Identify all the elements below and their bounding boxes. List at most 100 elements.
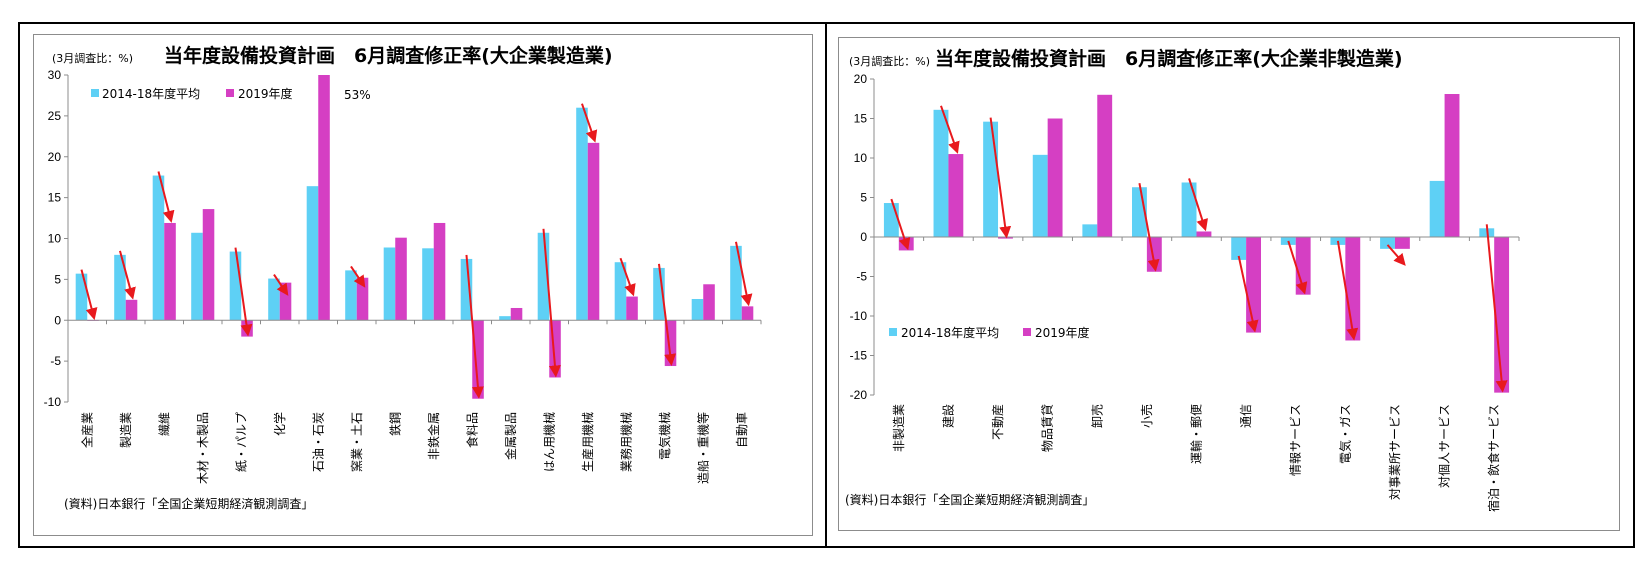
- decline-arrow-10: [1386, 244, 1406, 266]
- y-tick-label: 5: [54, 272, 61, 286]
- x-category-label: 全産業: [79, 412, 94, 448]
- x-category-label: 金属製品: [503, 412, 518, 460]
- chart-nonmanufacturing: (3月調査比：%) 当年度設備投資計画 6月調査修正率(大企業非製造業) 201…: [845, 47, 1520, 512]
- x-category-label: 製造業: [119, 412, 133, 448]
- x-category-label: 卸売: [1089, 404, 1104, 428]
- bar-2019-14: [626, 296, 638, 321]
- x-category-label: 宿泊・飲食サービス: [1486, 404, 1501, 512]
- decline-arrow-12: [542, 228, 561, 378]
- x-category-label: 業務用機械: [618, 412, 633, 472]
- x-category-label: 対事業所サービス: [1388, 404, 1402, 500]
- x-category-label: 窯業・土石: [349, 412, 364, 472]
- bar-2019-9: [1345, 237, 1361, 341]
- decline-arrow-8: [1287, 240, 1308, 295]
- x-category-label: 運輸・郵便: [1189, 404, 1204, 464]
- x-category-label: 非製造業: [892, 404, 906, 452]
- bar-avg-7: [345, 270, 357, 321]
- decline-arrow-7: [1237, 255, 1259, 333]
- x-category-label: 造船・重機等: [695, 412, 710, 484]
- unit-label: (3月調査比：%): [52, 51, 133, 65]
- bar-avg-17: [730, 245, 742, 321]
- bar-2019-17: [741, 306, 754, 321]
- decline-arrow-5: [273, 273, 289, 296]
- y-tick-label: 10: [48, 232, 62, 246]
- x-category-label: 建設: [940, 404, 955, 428]
- bar-2019-6: [1196, 231, 1212, 237]
- bar-avg-11: [1429, 180, 1445, 237]
- bar-avg-15: [653, 267, 665, 321]
- plot-area: 20 15 10 5 0 -5 -10 -15 -20 非製造業 建設 不動産 物品賃貸 卸売 小売 運輸・郵…: [850, 72, 1520, 512]
- bar-2019-11: [510, 307, 523, 321]
- y-tick-label: 20: [48, 150, 62, 164]
- bar-2019-4: [1097, 94, 1113, 237]
- decline-arrow-15: [657, 263, 677, 366]
- decline-arrow-7: [350, 265, 366, 288]
- bar-avg-10: [460, 258, 473, 321]
- bar-avg-2: [983, 121, 999, 237]
- bar-2019-12: [1494, 237, 1510, 393]
- y-tick-label: -10: [850, 309, 868, 323]
- x-category-label: 非鉄金属: [426, 412, 441, 460]
- x-category-label: 対個人サービス: [1438, 404, 1452, 488]
- legend-swatch-avg: [889, 328, 897, 336]
- decline-arrow-9: [1336, 240, 1359, 341]
- y-tick-label: -5: [50, 354, 61, 368]
- bar-2019-3: [1047, 118, 1063, 237]
- y-tick-label: 10: [854, 151, 868, 165]
- decline-arrow-2: [989, 117, 1012, 239]
- decline-arrow-0: [890, 198, 911, 251]
- decline-arrow-14: [619, 257, 636, 297]
- bar-avg-1: [933, 109, 949, 237]
- y-tick-label: 25: [48, 109, 62, 123]
- chart-manufacturing: (3月調査比：%) 当年度設備投資計画 6月調査修正率(大企業製造業) 2014…: [44, 44, 762, 511]
- x-category-label: 石油・石炭: [311, 412, 325, 472]
- bar-2019-8: [1295, 237, 1311, 295]
- bar-2019-6: [318, 75, 330, 321]
- bar-2019-7: [356, 277, 369, 321]
- bar-2019-9: [433, 222, 446, 321]
- plot-area: 30 25 20 15 10 5 0 -5 -10 全産業 製造業 繊維 木材・木製品 紙・パルプ 化学 石油…: [44, 68, 762, 484]
- bar-2019-5: [279, 282, 292, 321]
- decline-arrow-6: [1188, 178, 1208, 232]
- bar-avg-1: [114, 254, 126, 321]
- y-tick-label: 15: [48, 191, 62, 205]
- bar-avg-12: [537, 232, 550, 321]
- overflow-annotation: 53%: [344, 88, 371, 102]
- bar-avg-4: [1082, 224, 1098, 237]
- x-category-label: 紙・パルプ: [233, 412, 248, 472]
- legend-swatch-2019: [226, 89, 234, 97]
- x-category-label: 物品賃貸: [1040, 404, 1055, 452]
- bar-2019-3: [202, 209, 215, 321]
- bar-avg-2: [152, 175, 165, 321]
- y-tick-label: 15: [854, 112, 868, 126]
- bar-avg-3: [191, 232, 203, 321]
- legend-swatch-2019: [1023, 328, 1031, 336]
- y-tick-label: -10: [44, 395, 62, 409]
- chart-title: 当年度設備投資計画 6月調査修正率(大企業非製造業): [935, 47, 1403, 70]
- decline-arrow-2: [157, 171, 175, 223]
- figure-divider: [825, 22, 827, 548]
- decline-arrow-10: [465, 254, 484, 399]
- bar-avg-10: [1380, 237, 1395, 249]
- legend-label-avg: 2014-18年度平均: [102, 86, 200, 101]
- bar-2019-2: [164, 222, 176, 321]
- bar-2019-12: [549, 320, 561, 378]
- x-category-label: 小売: [1139, 404, 1154, 428]
- y-tick-label: -20: [850, 388, 868, 402]
- legend-label-avg: 2014-18年度平均: [901, 325, 999, 340]
- legend: 2014-18年度平均 2019年度: [91, 86, 293, 101]
- bar-avg-0: [883, 203, 899, 237]
- decline-arrow-4: [234, 247, 253, 337]
- y-tick-label: -5: [856, 270, 867, 284]
- bar-avg-6: [306, 186, 319, 321]
- bar-avg-7: [1231, 237, 1247, 260]
- x-category-label: はん用機械: [541, 412, 556, 472]
- bar-avg-3: [1032, 154, 1048, 237]
- bar-avg-8: [383, 247, 396, 321]
- decline-arrow-1: [119, 250, 136, 300]
- x-category-label: 繊維: [157, 412, 171, 436]
- bar-2019-10: [472, 320, 484, 399]
- x-category-label: 電気機械: [657, 412, 672, 460]
- chart-panel-manufacturing: (3月調査比：%) 当年度設備投資計画 6月調査修正率(大企業製造業) 2014…: [33, 34, 813, 536]
- bar-2019-11: [1444, 94, 1460, 237]
